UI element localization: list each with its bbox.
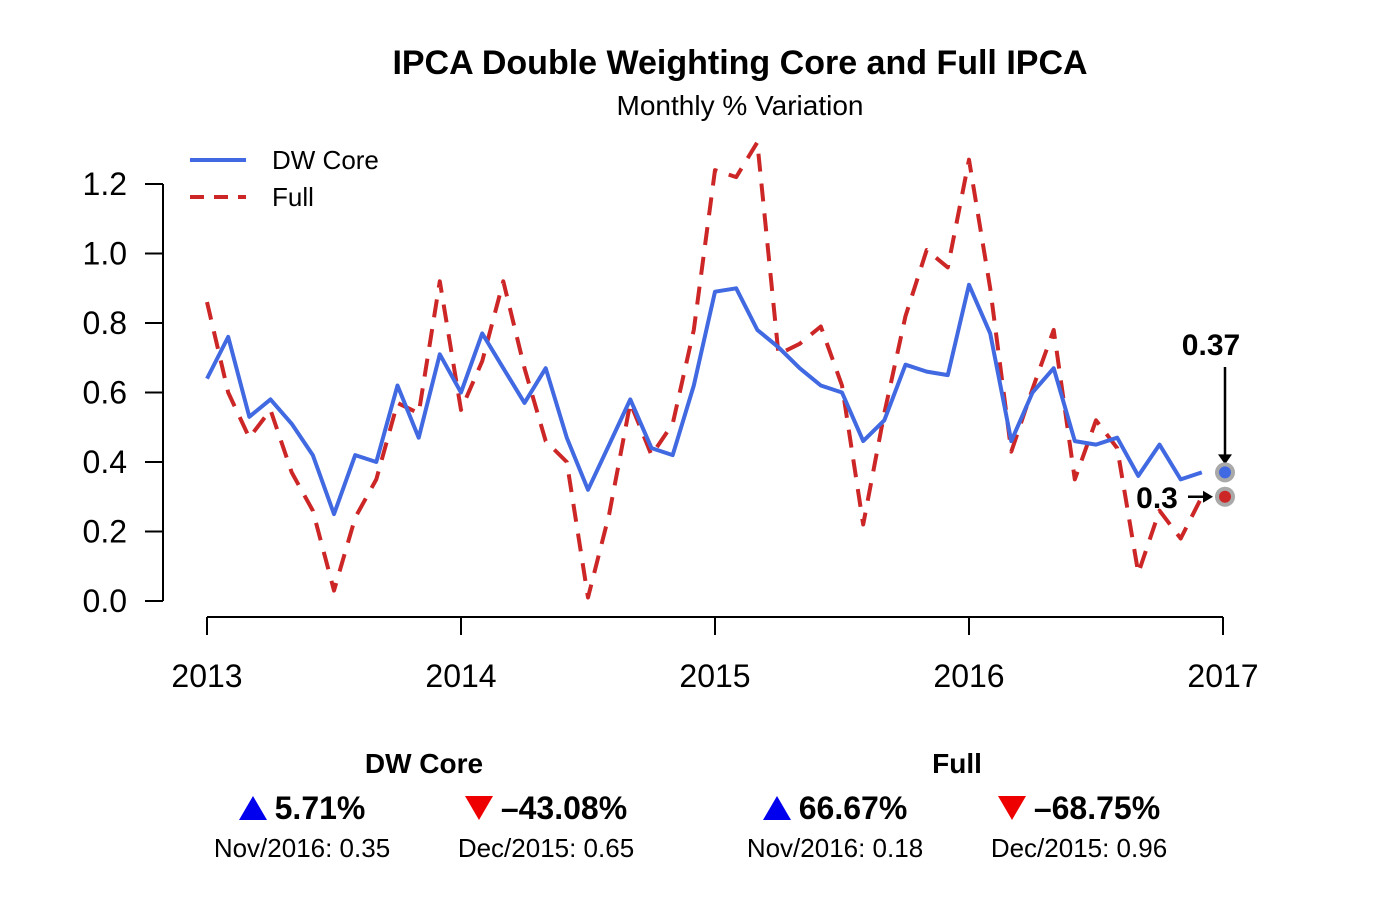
highlight-point-full xyxy=(1219,490,1231,503)
stat-up-dw-core: 5.71% Nov/2016: 0.35 xyxy=(184,786,420,866)
stats-title-full: Full xyxy=(932,748,982,779)
arrowhead-icon xyxy=(1218,454,1232,465)
legend-label-full: Full xyxy=(272,182,314,212)
callouts: 0.37 0.3 xyxy=(1136,329,1240,515)
x-tick-label: 2013 xyxy=(171,658,242,694)
chart-subtitle: Monthly % Variation xyxy=(617,90,864,121)
stat-down-pct: –43.08% xyxy=(500,790,628,826)
legend: DW Core Full xyxy=(190,145,379,212)
x-tick-label: 2016 xyxy=(933,658,1004,694)
y-tick-label: 0.4 xyxy=(83,444,127,480)
stat-up-detail: Nov/2016: 0.18 xyxy=(746,833,924,863)
series-line-full xyxy=(205,140,1204,600)
y-tick-label: 0.8 xyxy=(83,305,127,341)
stat-down-detail: Dec/2015: 0.96 xyxy=(990,833,1168,863)
arrowhead-icon xyxy=(1203,490,1213,503)
stats-panel-dw-core: DW Core 5.71% Nov/2016: 0.35 –43.08% Dec… xyxy=(184,748,664,866)
y-tick-label: 1.2 xyxy=(83,166,127,202)
y-tick-label: 0.0 xyxy=(83,583,127,619)
legend-label-dw-core: DW Core xyxy=(272,145,379,175)
triangle-up-icon xyxy=(762,795,791,820)
stats-title-dw-core: DW Core xyxy=(364,748,484,779)
stat-up-pct: 5.71% xyxy=(274,790,366,826)
x-tick-label: 2015 xyxy=(679,658,750,694)
triangle-down-icon xyxy=(997,795,1026,820)
callout-label-dw-core: 0.37 xyxy=(1182,329,1240,362)
callout-label-full: 0.3 xyxy=(1136,482,1178,515)
stat-down-pct: –68.75% xyxy=(1033,790,1161,826)
plot-area xyxy=(205,140,1204,600)
stat-down-detail: Dec/2015: 0.65 xyxy=(457,833,635,863)
triangle-up-icon xyxy=(238,795,267,820)
y-tick-label: 0.2 xyxy=(83,514,127,550)
x-tick-label: 2014 xyxy=(425,658,496,694)
highlight-point-dw-core xyxy=(1219,466,1231,479)
y-tick-label: 1.0 xyxy=(83,236,127,272)
x-tick-label: 2017 xyxy=(1187,658,1258,694)
axes: 0.0 0.2 0.4 0.6 0.8 1.0 1.2 2013 2014 2015 2016 201… xyxy=(83,166,1259,694)
triangle-down-icon xyxy=(464,795,493,820)
series-line-dw-core xyxy=(205,282,1203,517)
stats-panel-full: Full 66.67% Nov/2016: 0.18 –68.75% Dec/2… xyxy=(717,748,1197,866)
y-tick-label: 0.6 xyxy=(83,375,127,411)
stat-up-detail: Nov/2016: 0.35 xyxy=(213,833,391,863)
stat-up-pct: 66.67% xyxy=(798,790,908,826)
chart-title: IPCA Double Weighting Core and Full IPCA xyxy=(392,44,1087,82)
stat-up-full: 66.67% Nov/2016: 0.18 xyxy=(717,786,953,866)
stat-down-full: –68.75% Dec/2015: 0.96 xyxy=(961,786,1197,866)
stat-down-dw-core: –43.08% Dec/2015: 0.65 xyxy=(428,786,664,866)
